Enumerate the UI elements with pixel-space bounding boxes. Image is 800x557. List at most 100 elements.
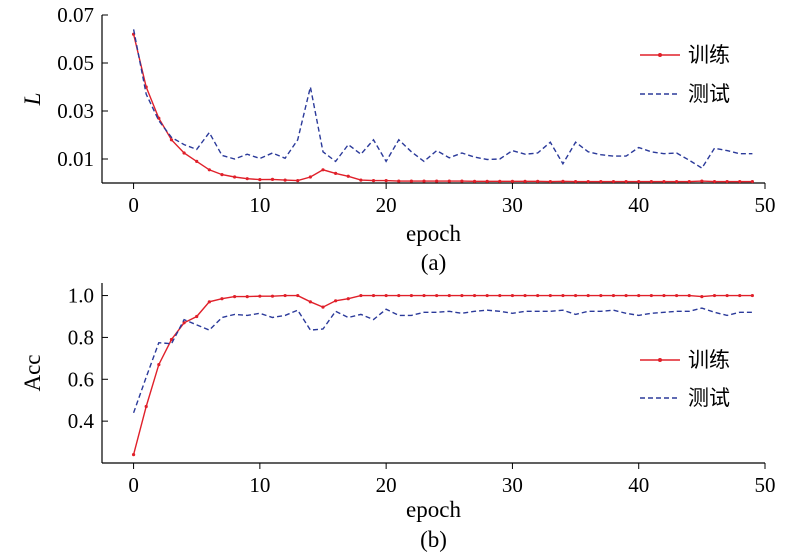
- train-point: [662, 293, 666, 298]
- train-point: [435, 293, 439, 298]
- train-point: [738, 179, 742, 184]
- y-tick-label: 0.03: [57, 99, 94, 123]
- test-series-line: [132, 307, 753, 414]
- train-point: [561, 179, 565, 183]
- train-point: [233, 295, 237, 299]
- train-point: [447, 179, 451, 183]
- y-tick-label: 0.07: [57, 3, 94, 27]
- train-point: [359, 293, 363, 298]
- train-point: [510, 179, 515, 183]
- legend-test-label: 测试: [688, 82, 730, 106]
- x-tick-label: 40: [628, 193, 649, 217]
- x-tick-label: 30: [502, 473, 523, 497]
- train-point: [460, 179, 464, 183]
- y-tick-label: 1.0: [68, 284, 94, 308]
- train-point: [599, 293, 603, 298]
- train-point: [409, 293, 413, 298]
- train-point: [498, 293, 502, 298]
- train-point: [334, 171, 338, 175]
- train-point: [750, 179, 754, 184]
- train-point: [233, 175, 237, 179]
- train-point: [725, 293, 729, 298]
- train-point: [649, 179, 653, 184]
- train-point: [611, 179, 616, 184]
- train-point: [611, 293, 616, 298]
- train-point: [207, 168, 211, 172]
- legend-train-marker: [658, 358, 662, 362]
- train-point: [624, 179, 628, 184]
- train-point: [700, 179, 704, 183]
- train-point: [346, 174, 350, 178]
- train-point: [599, 179, 603, 184]
- train-point: [384, 179, 388, 183]
- train-point: [561, 293, 565, 298]
- train-point: [523, 179, 527, 183]
- train-point: [258, 294, 262, 298]
- train-point: [687, 179, 691, 184]
- x-tick-label: 50: [755, 193, 776, 217]
- train-point: [283, 293, 287, 298]
- x-tick-label: 50: [755, 473, 776, 497]
- train-point: [131, 453, 136, 457]
- train-point: [270, 294, 275, 298]
- train-point: [384, 293, 388, 298]
- train-point: [308, 175, 312, 179]
- train-point: [649, 293, 653, 298]
- train-point: [308, 300, 312, 304]
- train-point: [472, 179, 477, 183]
- train-point: [447, 293, 451, 298]
- train-point: [637, 293, 641, 298]
- train-point: [169, 138, 174, 142]
- train-point: [435, 179, 439, 183]
- train-point: [573, 293, 578, 298]
- test-series-line: [132, 29, 753, 170]
- train-point: [409, 179, 413, 183]
- y-tick-label: 0.05: [57, 51, 94, 75]
- x-axis-label: epoch: [406, 497, 461, 522]
- legend-train-label: 训练: [688, 348, 730, 372]
- x-tick-label: 0: [128, 473, 139, 497]
- x-tick-label: 20: [376, 473, 397, 497]
- train-point: [220, 297, 224, 301]
- x-tick-label: 20: [376, 193, 397, 217]
- train-series-line: [132, 294, 753, 455]
- train-point: [144, 404, 148, 409]
- train-point: [510, 293, 515, 298]
- x-tick-label: 30: [502, 193, 523, 217]
- train-point: [296, 179, 300, 183]
- train-point: [662, 179, 666, 184]
- legend-test-label: 测试: [688, 386, 730, 410]
- train-point: [245, 177, 249, 181]
- train-point: [270, 177, 275, 181]
- train-point: [536, 179, 540, 183]
- train-point: [321, 305, 325, 309]
- train-point: [687, 293, 691, 298]
- train-point: [460, 293, 464, 298]
- x-axis-label: epoch: [406, 221, 461, 246]
- train-point: [586, 179, 590, 184]
- train-point: [422, 179, 426, 183]
- train-point: [485, 293, 489, 298]
- train-point: [712, 293, 717, 298]
- legend-train-marker: [658, 53, 662, 57]
- train-point: [169, 337, 174, 342]
- train-point: [157, 363, 161, 367]
- train-point: [220, 173, 224, 177]
- x-tick-label: 0: [128, 193, 139, 217]
- train-point: [397, 293, 401, 298]
- train-point: [182, 151, 186, 155]
- x-tick-label: 10: [249, 473, 270, 497]
- y-axis-label: L: [20, 93, 45, 107]
- x-tick-label: 10: [249, 193, 270, 217]
- train-point: [523, 293, 527, 298]
- train-point: [207, 300, 211, 304]
- train-point: [296, 293, 300, 298]
- train-point: [182, 321, 186, 325]
- train-point: [472, 293, 477, 298]
- train-point: [750, 293, 754, 298]
- train-point: [321, 168, 325, 172]
- train-point: [283, 178, 287, 182]
